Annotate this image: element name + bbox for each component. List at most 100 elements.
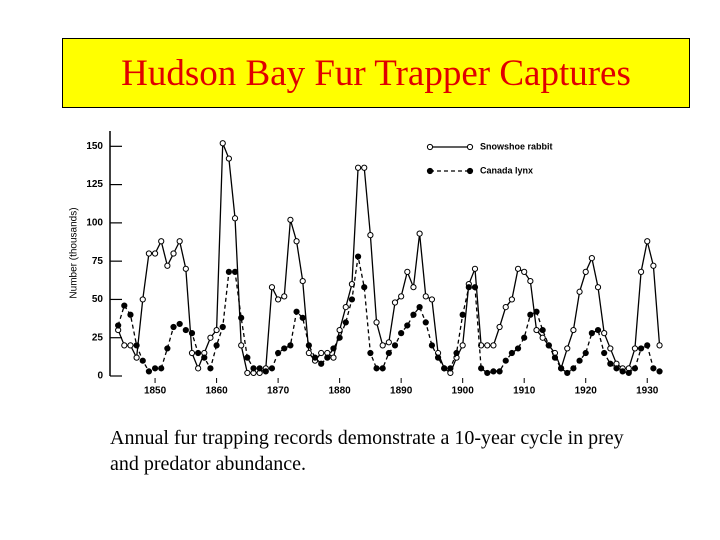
data-point: [656, 342, 663, 349]
data-point: [521, 268, 528, 275]
chart-title: Hudson Bay Fur Trapper Captures: [121, 52, 631, 94]
data-point: [496, 368, 503, 375]
y-tick-label: 75: [92, 256, 104, 267]
data-point: [570, 365, 577, 372]
data-point: [354, 253, 362, 260]
data-point: [613, 365, 620, 372]
legend-label: Canada lynx: [480, 165, 533, 175]
data-point: [275, 349, 282, 357]
data-point: [244, 354, 251, 361]
data-point: [188, 330, 196, 337]
data-point: [379, 342, 386, 349]
data-point: [207, 334, 214, 341]
data-point: [428, 342, 436, 349]
data-point: [564, 369, 571, 377]
data-point: [361, 284, 368, 291]
data-point: [225, 268, 232, 275]
data-point: [379, 365, 386, 372]
data-point: [631, 365, 639, 372]
data-point: [318, 360, 325, 367]
data-point: [404, 268, 411, 275]
data-point: [342, 303, 349, 311]
data-point: [650, 365, 657, 372]
data-point: [588, 254, 595, 262]
data-point: [176, 320, 183, 328]
data-point: [607, 360, 614, 367]
data-point: [145, 368, 153, 375]
data-point: [231, 215, 239, 222]
x-tick-label: 1870: [267, 386, 290, 397]
data-point: [447, 365, 454, 372]
data-point: [367, 232, 374, 239]
data-point: [250, 365, 257, 372]
data-point: [582, 349, 589, 357]
data-point: [391, 299, 399, 306]
data-point: [213, 342, 220, 349]
y-tick-label: 25: [92, 332, 104, 343]
data-point: [619, 368, 626, 375]
data-point: [281, 345, 288, 352]
data-point: [637, 268, 645, 275]
data-point: [324, 354, 331, 361]
data-point: [607, 345, 614, 352]
data-point: [441, 365, 448, 372]
data-point: [121, 342, 128, 349]
data-point: [588, 330, 595, 337]
data-point: [305, 342, 312, 349]
data-point: [508, 296, 515, 303]
x-tick-label: 1890: [390, 386, 413, 397]
data-point: [471, 284, 479, 291]
data-point: [305, 349, 312, 357]
data-point: [594, 284, 602, 291]
data-point: [170, 323, 177, 331]
data-point: [373, 365, 380, 372]
data-point: [268, 284, 276, 291]
y-tick-label: 50: [92, 294, 104, 305]
data-point: [601, 330, 608, 337]
data-point: [244, 369, 251, 377]
data-point: [201, 354, 208, 361]
data-point: [533, 308, 540, 315]
legend-marker: [426, 167, 434, 175]
data-point: [373, 319, 380, 326]
data-point: [256, 365, 263, 372]
data-point: [195, 365, 202, 372]
data-point: [299, 314, 306, 321]
data-point: [453, 349, 460, 357]
data-point: [416, 303, 423, 311]
data-point: [231, 268, 239, 275]
data-point: [484, 342, 491, 349]
data-point: [182, 326, 189, 334]
data-point: [281, 293, 288, 300]
data-point: [182, 265, 189, 272]
data-point: [471, 265, 479, 272]
data-point: [527, 277, 534, 285]
data-point: [170, 250, 177, 257]
data-point: [121, 302, 128, 309]
data-point: [514, 345, 522, 352]
data-point: [311, 354, 319, 361]
data-point: [287, 216, 294, 223]
x-tick-label: 1910: [513, 386, 536, 397]
data-point: [391, 342, 399, 349]
data-point: [385, 339, 392, 346]
data-point: [139, 357, 146, 364]
data-point: [158, 365, 165, 372]
data-point: [330, 345, 337, 352]
data-point: [176, 238, 183, 245]
title-box: Hudson Bay Fur Trapper Captures: [62, 38, 690, 108]
data-point: [496, 323, 503, 331]
data-point: [459, 342, 466, 349]
data-point: [158, 238, 165, 245]
data-point: [268, 365, 276, 372]
data-point: [293, 238, 300, 245]
data-point: [410, 284, 417, 291]
x-tick-label: 1850: [144, 386, 167, 397]
data-point: [404, 322, 411, 329]
data-point: [582, 268, 589, 275]
data-point: [287, 342, 294, 349]
data-point: [127, 342, 134, 349]
data-point: [299, 277, 306, 285]
y-tick-label: 100: [86, 218, 103, 229]
